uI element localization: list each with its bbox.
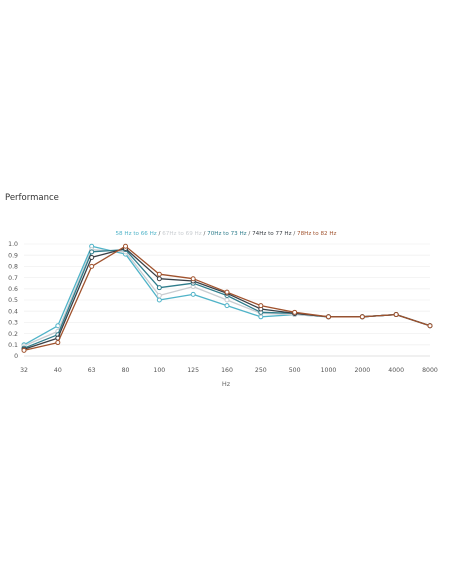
y-tick-label: 0.4 bbox=[8, 308, 18, 315]
data-point[interactable] bbox=[326, 314, 331, 320]
x-tick-label: 32 bbox=[20, 367, 28, 374]
data-point[interactable] bbox=[156, 285, 162, 291]
x-tick-label: 8000 bbox=[422, 367, 438, 374]
data-point[interactable] bbox=[156, 276, 162, 282]
chart-legend: 58 Hz to 66 Hz / 67Hz to 69 Hz / 70Hz to… bbox=[0, 231, 452, 237]
x-tick-label: 40 bbox=[54, 367, 62, 374]
data-point[interactable] bbox=[224, 303, 230, 309]
data-point[interactable] bbox=[359, 314, 365, 320]
data-point[interactable] bbox=[224, 289, 230, 295]
x-tick-label: 4000 bbox=[388, 367, 404, 374]
legend-item[interactable]: 78Hz to 82 Hz bbox=[297, 231, 337, 237]
y-tick-label: 0.5 bbox=[8, 297, 18, 304]
data-point[interactable] bbox=[393, 312, 399, 318]
x-tick-label: 500 bbox=[289, 367, 301, 374]
y-tick-label: 0 bbox=[14, 353, 18, 360]
y-tick-label: 0.7 bbox=[8, 275, 18, 282]
legend-item[interactable]: 74Hz to 77 Hz bbox=[252, 231, 292, 237]
data-point[interactable] bbox=[89, 249, 95, 255]
legend-separator: / bbox=[291, 231, 298, 237]
legend-separator: / bbox=[246, 231, 253, 237]
chart-title: Performance bbox=[5, 193, 59, 203]
data-point[interactable] bbox=[190, 276, 196, 282]
data-point[interactable] bbox=[190, 291, 196, 297]
data-point[interactable] bbox=[123, 243, 128, 249]
legend-separator: / bbox=[201, 231, 208, 237]
data-point[interactable] bbox=[156, 293, 162, 299]
y-tick-label: 1.0 bbox=[8, 241, 18, 248]
data-point[interactable] bbox=[427, 323, 433, 329]
legend-separator: / bbox=[156, 231, 163, 237]
x-tick-label: 2000 bbox=[354, 367, 370, 374]
data-point[interactable] bbox=[258, 303, 264, 309]
x-tick-label: 250 bbox=[255, 367, 267, 374]
x-tick-label: 160 bbox=[221, 367, 233, 374]
x-tick-label: 100 bbox=[153, 367, 165, 374]
y-tick-label: 0.2 bbox=[8, 331, 18, 338]
data-point[interactable] bbox=[55, 340, 61, 346]
y-tick-label: 0.3 bbox=[8, 320, 18, 327]
y-tick-label: 0.9 bbox=[8, 252, 18, 259]
x-axis-label: Hz bbox=[222, 380, 231, 388]
data-point[interactable] bbox=[292, 309, 298, 315]
data-point[interactable] bbox=[89, 254, 95, 260]
legend-item[interactable]: 70Hz to 73 Hz bbox=[207, 231, 247, 237]
legend-item[interactable]: 67Hz to 69 Hz bbox=[162, 231, 202, 237]
x-tick-label: 125 bbox=[187, 367, 199, 374]
data-point[interactable] bbox=[21, 347, 27, 353]
data-point[interactable] bbox=[156, 271, 162, 277]
legend-item[interactable]: 58 Hz to 66 Hz bbox=[115, 231, 157, 237]
x-tick-label: 1000 bbox=[321, 367, 337, 374]
x-tick-label: 80 bbox=[122, 367, 130, 374]
y-tick-label: 0.8 bbox=[8, 264, 18, 271]
y-tick-label: 0.1 bbox=[8, 342, 18, 349]
data-point[interactable] bbox=[224, 297, 230, 303]
y-tick-label: 0.6 bbox=[8, 286, 18, 293]
data-point[interactable] bbox=[89, 263, 95, 269]
data-point[interactable] bbox=[156, 297, 162, 303]
x-tick-label: 63 bbox=[88, 367, 96, 374]
